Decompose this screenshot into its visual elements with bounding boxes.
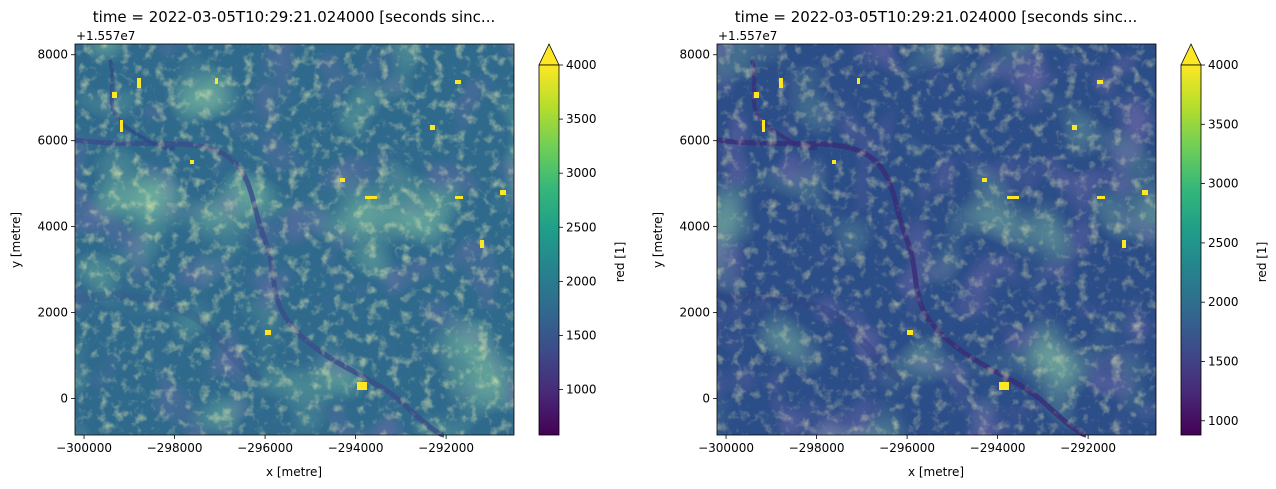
colorbar-body — [538, 64, 560, 436]
colorbar: 1000 1500 2000 2500 3000 3500 4000 red [1] — [1180, 43, 1269, 436]
colorbar: 1000 1500 2000 2500 3000 3500 4000 red [1] — [538, 43, 627, 436]
y-tick-label: 8000 — [37, 48, 68, 62]
heatmap-image — [716, 43, 1157, 438]
y-tick-label: 4000 — [679, 220, 710, 234]
y-tick-label: 2000 — [679, 306, 710, 320]
x-tick-label: −292000 — [418, 441, 474, 455]
x-tick-label: −296000 — [237, 441, 293, 455]
y-offset-label: +1.557e7 — [718, 29, 777, 43]
y-tick-label: 8000 — [679, 48, 710, 62]
y-tick-label: 6000 — [679, 134, 710, 148]
x-axis-label: x [metre] — [908, 465, 964, 479]
y-tick-label: 0 — [60, 391, 68, 405]
colorbar-tick-label: 3000 — [566, 166, 597, 180]
x-tick-label: −294000 — [328, 441, 384, 455]
colorbar-tick-label: 3500 — [566, 112, 597, 126]
x-tick-label: −294000 — [970, 441, 1026, 455]
left-panel: time = 2022-03-05T10:29:21.024000 [secon… — [9, 8, 627, 479]
heatmap-image — [74, 43, 515, 438]
colorbar-tick-label: 1500 — [1208, 354, 1239, 368]
colorbar-label: red [1] — [613, 242, 627, 282]
y-axis-label: y [metre] — [9, 212, 23, 268]
y-offset-label: +1.557e7 — [76, 29, 135, 43]
right-panel: time = 2022-03-05T10:29:21.024000 [secon… — [651, 8, 1269, 479]
colorbar-label: red [1] — [1255, 242, 1269, 282]
colorbar-extend-max — [1180, 43, 1202, 66]
x-tick-label: −300000 — [56, 441, 112, 455]
colorbar-body — [1180, 64, 1202, 436]
colorbar-tick-label: 4000 — [1208, 58, 1239, 72]
colorbar-tick-label: 1500 — [566, 328, 597, 342]
plot-title: time = 2022-03-05T10:29:21.024000 [secon… — [93, 8, 495, 26]
colorbar-tick-label: 3000 — [1208, 177, 1239, 191]
colorbar-tick-label: 2000 — [1208, 295, 1239, 309]
colorbar-tick-label: 2500 — [566, 220, 597, 234]
colorbar-tick-label: 1000 — [1208, 414, 1239, 428]
x-tick-label: −296000 — [879, 441, 935, 455]
y-tick-label: 6000 — [37, 134, 68, 148]
x-tick-label: −298000 — [789, 441, 845, 455]
x-tick-label: −300000 — [698, 441, 754, 455]
colorbar-tick-label: 2500 — [1208, 236, 1239, 250]
y-tick-label: 4000 — [37, 220, 68, 234]
colorbar-tick-label: 2000 — [566, 274, 597, 288]
plot-title: time = 2022-03-05T10:29:21.024000 [secon… — [735, 8, 1137, 26]
colorbar-tick-label: 4000 — [566, 58, 597, 72]
colorbar-tick-label: 3500 — [1208, 117, 1239, 131]
colorbar-extend-max — [538, 43, 560, 66]
x-axis-label: x [metre] — [266, 465, 322, 479]
x-tick-label: −292000 — [1060, 441, 1116, 455]
y-tick-label: 2000 — [37, 306, 68, 320]
x-tick-label: −298000 — [147, 441, 203, 455]
y-axis-label: y [metre] — [651, 212, 665, 268]
y-tick-label: 0 — [702, 391, 710, 405]
colorbar-tick-label: 1000 — [566, 383, 597, 397]
